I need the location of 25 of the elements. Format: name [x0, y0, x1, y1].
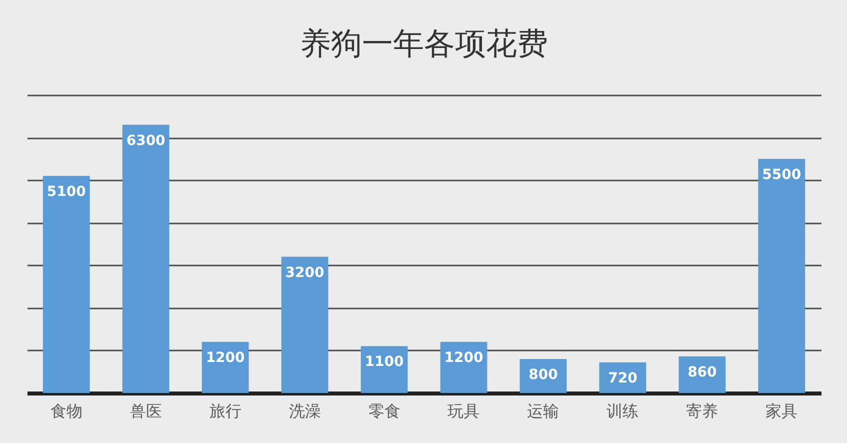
x-tick-label: 玩具	[448, 402, 480, 420]
x-tick-label: 运输	[527, 402, 560, 420]
x-tick-label: 洗澡	[288, 402, 321, 420]
bar	[42, 176, 90, 393]
x-tick-label: 零食	[368, 402, 400, 420]
data-label: 1200	[444, 350, 484, 366]
data-label: 5100	[46, 184, 86, 200]
data-label: 1100	[364, 354, 404, 370]
x-tick-label: 旅行	[209, 402, 242, 420]
chart-title: 养狗一年各项花费	[300, 26, 548, 62]
x-tick-label: 训练	[606, 402, 639, 420]
bar	[758, 158, 806, 393]
bar	[122, 124, 170, 393]
data-label: 1200	[206, 350, 246, 366]
x-tick-label: 兽医	[130, 402, 162, 420]
data-label: 860	[688, 364, 718, 380]
x-tick-label: 家具	[766, 402, 798, 420]
data-label: 6300	[126, 132, 166, 149]
x-tick-label: 食物	[50, 402, 82, 420]
data-label: 5500	[762, 166, 802, 183]
data-label: 800	[528, 366, 558, 383]
data-label: 720	[608, 370, 638, 386]
data-label: 3200	[285, 264, 325, 281]
bar	[281, 256, 328, 393]
x-tick-label: 寄养	[686, 402, 718, 420]
